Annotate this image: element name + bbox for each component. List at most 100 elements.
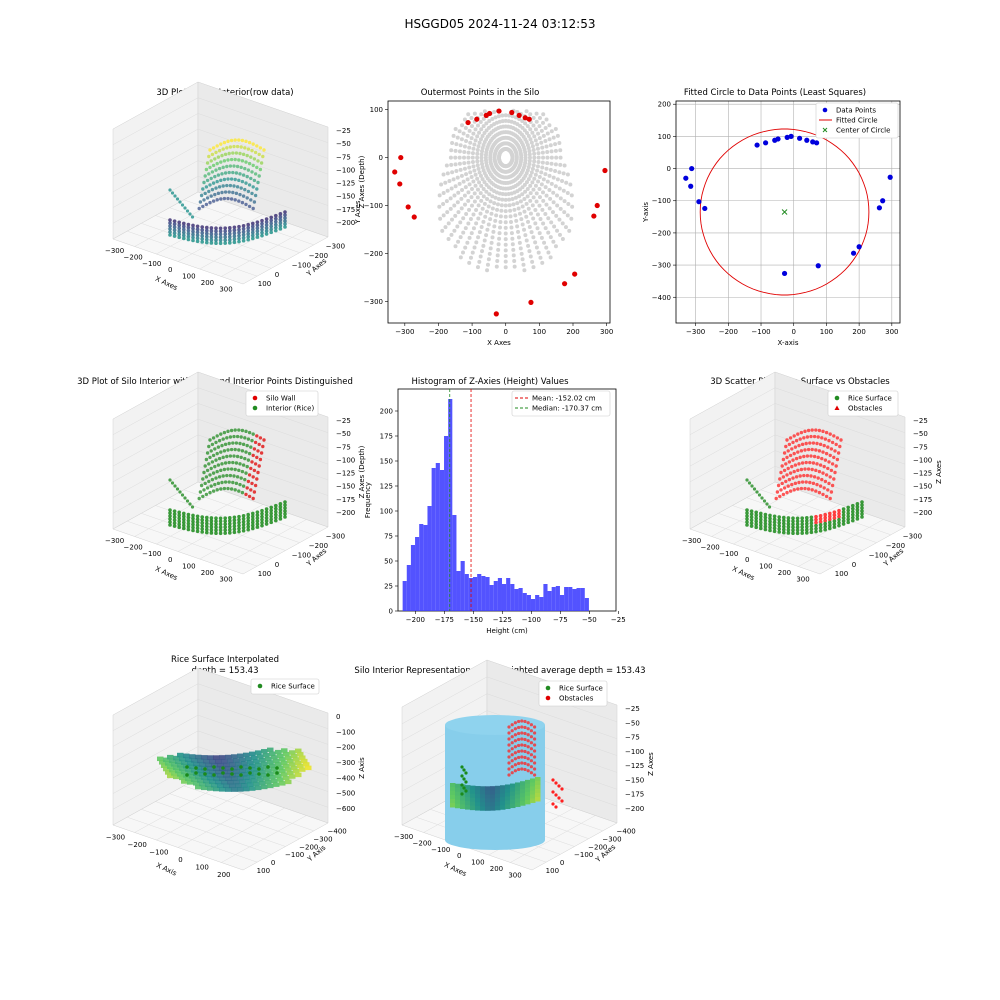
point [191,513,195,518]
data-point [784,134,790,140]
surface-cell [213,755,220,760]
fitted-circle [699,128,870,296]
point [244,471,248,475]
obstacle-point [517,743,521,748]
point [231,441,235,445]
point [247,430,252,435]
point [799,430,804,435]
surface-cell [189,764,196,770]
point [860,506,864,510]
point [808,460,812,465]
point [274,225,278,230]
surface-cell [480,798,486,803]
point [252,178,257,183]
y-tick-label: −300 [903,533,922,541]
point [175,487,180,491]
point [200,527,204,531]
grid-line [112,387,199,435]
point [832,477,836,481]
point [788,436,793,440]
grey-point [557,186,562,191]
point [255,220,260,224]
y-tick-label: 0 [379,154,383,162]
point [754,513,758,518]
grey-point [449,148,454,153]
point [851,503,855,508]
point [205,178,210,183]
point [232,521,237,526]
point [799,486,804,491]
grey-point [554,213,559,218]
surface-cell [465,801,471,806]
point [805,531,809,535]
point [241,152,246,157]
point [255,510,260,514]
point [251,206,255,211]
x-tick-label: −200 [406,616,425,624]
grey-point [468,170,473,175]
point [244,202,248,207]
grey-point [481,124,486,129]
point [262,148,266,152]
hist-bar [539,597,544,611]
hist-bar [572,589,577,611]
point [172,518,177,522]
scatter-cloud [168,138,287,246]
point [765,502,769,506]
point [227,480,231,484]
point [234,171,239,175]
point [818,516,823,521]
grey-point [462,144,467,149]
point [247,473,252,477]
legend-label: Silo Wall [266,395,296,403]
grey-point [528,127,533,132]
point [817,490,822,495]
point [246,231,250,236]
point [283,216,287,220]
grid-line [486,693,618,739]
grey-point [566,201,571,206]
x-tick-label: 200 [201,279,214,287]
point [222,140,227,145]
obstacle-point [507,755,511,759]
point [188,212,192,216]
surface-cell [161,763,168,768]
y-tick-label: −200 [652,229,671,237]
z-tick-label: −600 [336,805,355,813]
outer-point [509,109,515,116]
surface-cell [185,776,192,782]
surface-cell [199,762,206,767]
grey-point [551,239,556,244]
point [283,222,287,226]
surface-cell [475,802,481,807]
point [200,518,204,522]
point [834,464,838,468]
grey-point [444,199,449,204]
grey-point [539,235,544,240]
grey-point [531,187,536,192]
surface-cell [243,764,250,770]
surface-cell [505,804,511,809]
point [246,225,250,230]
point [241,223,246,228]
obstacle-point [510,771,514,775]
point [237,514,241,519]
z-tick-label: −300 [336,759,355,767]
point [264,510,269,514]
point [221,184,225,188]
grid-line [112,450,199,498]
panel-interpolated: Rice Surface Interpolated depth = 153.43… [95,655,366,905]
point [177,516,181,521]
outer-point [474,116,480,122]
grey-point [489,211,494,216]
grid-line [183,489,314,536]
rice-point [257,767,261,771]
grey-point [551,175,556,180]
data-point [850,250,857,256]
rice-point [194,766,198,770]
grey-point [553,169,558,174]
surface-cell [455,791,461,797]
surface-cell [450,787,456,792]
surface-cell [215,779,222,785]
point [207,462,211,466]
